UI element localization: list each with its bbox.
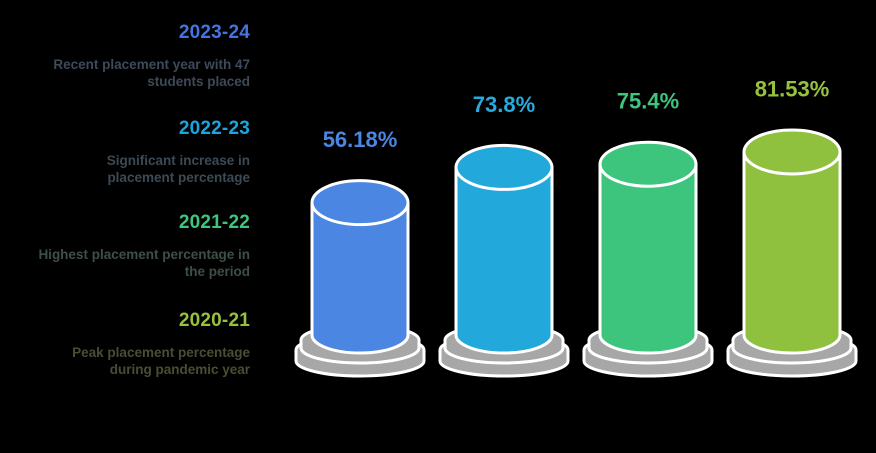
legend-item-2022-23: 2022-23 Significant increase in placemen… <box>38 118 250 186</box>
legend-description: Recent placement year with 47 students p… <box>53 57 250 89</box>
cylinder-cap-2020-21 <box>742 128 842 176</box>
legend-year-label: 2021-22 <box>178 212 250 233</box>
legend-description: Significant increase in placement percen… <box>106 153 250 185</box>
legend-item-2020-21: 2020-21 Peak placement percentage during… <box>38 310 250 378</box>
percent-label-2021-22: 75.4% <box>617 89 679 114</box>
bar-group-2021-22: 75.4% <box>582 89 714 378</box>
legend-year-label: 2023-24 <box>178 22 250 43</box>
bar-group-2023-24: 56.18% <box>294 127 426 378</box>
cylinder-body-2023-24 <box>310 201 410 355</box>
legend-description: Peak placement percentage during pandemi… <box>72 345 250 377</box>
legend-item-2023-24: 2023-24 Recent placement year with 47 st… <box>38 22 250 90</box>
cylinder-cap-2023-24 <box>310 179 410 227</box>
cylinder-body-2020-21 <box>742 150 842 355</box>
cylinder-cap-2021-22 <box>598 140 698 188</box>
cylinder-body-2021-22 <box>598 162 698 355</box>
legend-item-2021-22: 2021-22 Highest placement percentage in … <box>38 212 250 280</box>
bar-group-2020-21: 81.53% <box>726 76 858 378</box>
percent-label-2023-24: 56.18% <box>323 127 398 152</box>
percent-label-2022-23: 73.8% <box>473 92 535 117</box>
legend-year-label: 2020-21 <box>178 310 250 331</box>
legend-year-label: 2022-23 <box>178 118 250 139</box>
cylinder-body-2022-23 <box>454 165 554 355</box>
percent-label-2020-21: 81.53% <box>755 76 830 101</box>
cylinder-cap-2022-23 <box>454 143 554 191</box>
bar-group-2022-23: 73.8% <box>438 92 570 378</box>
legend-panel: 2023-24 Recent placement year with 47 st… <box>0 0 250 453</box>
legend-description: Highest placement percentage in the peri… <box>38 247 250 279</box>
